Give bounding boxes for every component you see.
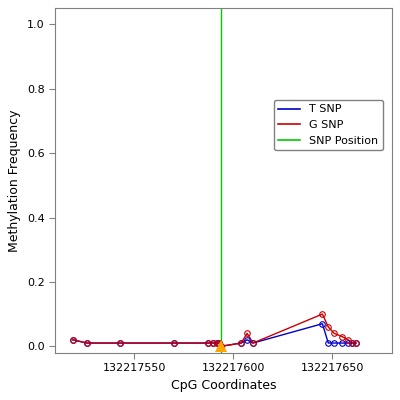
Y-axis label: Methylation Frequency: Methylation Frequency [8, 109, 21, 252]
X-axis label: CpG Coordinates: CpG Coordinates [171, 379, 276, 392]
Legend: T SNP, G SNP, SNP Position: T SNP, G SNP, SNP Position [274, 100, 383, 150]
